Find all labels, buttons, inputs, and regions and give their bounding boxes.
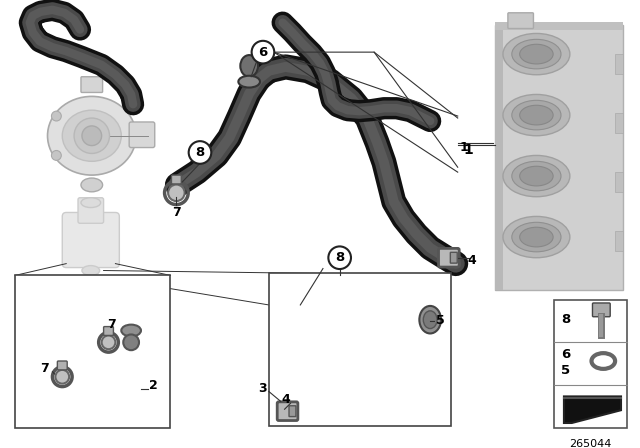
- Ellipse shape: [423, 311, 437, 328]
- Ellipse shape: [241, 55, 258, 77]
- Ellipse shape: [122, 325, 141, 336]
- FancyBboxPatch shape: [81, 77, 102, 92]
- Text: 7: 7: [107, 318, 116, 331]
- Circle shape: [56, 370, 69, 383]
- FancyBboxPatch shape: [78, 198, 104, 223]
- Circle shape: [74, 118, 109, 154]
- FancyBboxPatch shape: [508, 13, 534, 29]
- Text: 5: 5: [436, 314, 445, 327]
- Text: 1: 1: [460, 141, 468, 154]
- Text: 6: 6: [259, 46, 268, 59]
- FancyBboxPatch shape: [62, 212, 119, 267]
- Text: 265044: 265044: [570, 439, 612, 448]
- Ellipse shape: [82, 266, 100, 276]
- FancyBboxPatch shape: [451, 252, 457, 263]
- Text: 7: 7: [172, 206, 180, 219]
- Circle shape: [102, 336, 115, 349]
- FancyBboxPatch shape: [495, 22, 623, 30]
- Ellipse shape: [503, 95, 570, 136]
- FancyBboxPatch shape: [277, 402, 298, 421]
- Circle shape: [124, 335, 139, 350]
- FancyBboxPatch shape: [615, 231, 623, 251]
- Circle shape: [168, 185, 185, 201]
- Ellipse shape: [520, 166, 553, 186]
- Circle shape: [51, 111, 61, 121]
- Circle shape: [51, 151, 61, 160]
- Circle shape: [328, 246, 351, 269]
- FancyBboxPatch shape: [129, 122, 155, 147]
- FancyBboxPatch shape: [15, 276, 170, 428]
- FancyBboxPatch shape: [615, 54, 623, 74]
- FancyBboxPatch shape: [554, 300, 627, 428]
- FancyBboxPatch shape: [615, 113, 623, 133]
- FancyBboxPatch shape: [58, 361, 67, 370]
- Ellipse shape: [512, 100, 561, 130]
- Ellipse shape: [81, 198, 100, 207]
- Text: 8: 8: [195, 146, 205, 159]
- Text: 8: 8: [561, 313, 570, 326]
- FancyBboxPatch shape: [172, 175, 181, 184]
- Text: 8: 8: [335, 251, 344, 264]
- Ellipse shape: [419, 306, 441, 333]
- Text: 5: 5: [561, 364, 570, 377]
- Ellipse shape: [512, 39, 561, 69]
- Text: 6: 6: [561, 348, 570, 361]
- FancyBboxPatch shape: [495, 25, 503, 290]
- Ellipse shape: [62, 110, 122, 161]
- Text: 3: 3: [259, 382, 267, 395]
- Ellipse shape: [520, 227, 553, 247]
- FancyBboxPatch shape: [593, 303, 610, 317]
- FancyBboxPatch shape: [615, 172, 623, 192]
- Ellipse shape: [503, 216, 570, 258]
- Text: 1: 1: [463, 142, 474, 156]
- Circle shape: [252, 41, 275, 64]
- Polygon shape: [564, 396, 621, 423]
- FancyBboxPatch shape: [438, 248, 459, 267]
- Text: 7: 7: [40, 362, 49, 375]
- Ellipse shape: [512, 222, 561, 252]
- Ellipse shape: [81, 178, 102, 192]
- Ellipse shape: [503, 34, 570, 75]
- Text: 2: 2: [149, 379, 157, 392]
- FancyBboxPatch shape: [495, 25, 623, 290]
- Circle shape: [189, 141, 211, 164]
- Circle shape: [82, 126, 102, 146]
- Ellipse shape: [512, 161, 561, 191]
- Ellipse shape: [520, 44, 553, 64]
- Text: 4: 4: [282, 393, 291, 406]
- FancyBboxPatch shape: [104, 327, 113, 336]
- Ellipse shape: [47, 96, 136, 175]
- Ellipse shape: [503, 155, 570, 197]
- Text: 4: 4: [468, 254, 476, 267]
- FancyBboxPatch shape: [269, 273, 451, 426]
- Ellipse shape: [238, 76, 260, 87]
- Ellipse shape: [520, 105, 553, 125]
- FancyBboxPatch shape: [289, 406, 296, 417]
